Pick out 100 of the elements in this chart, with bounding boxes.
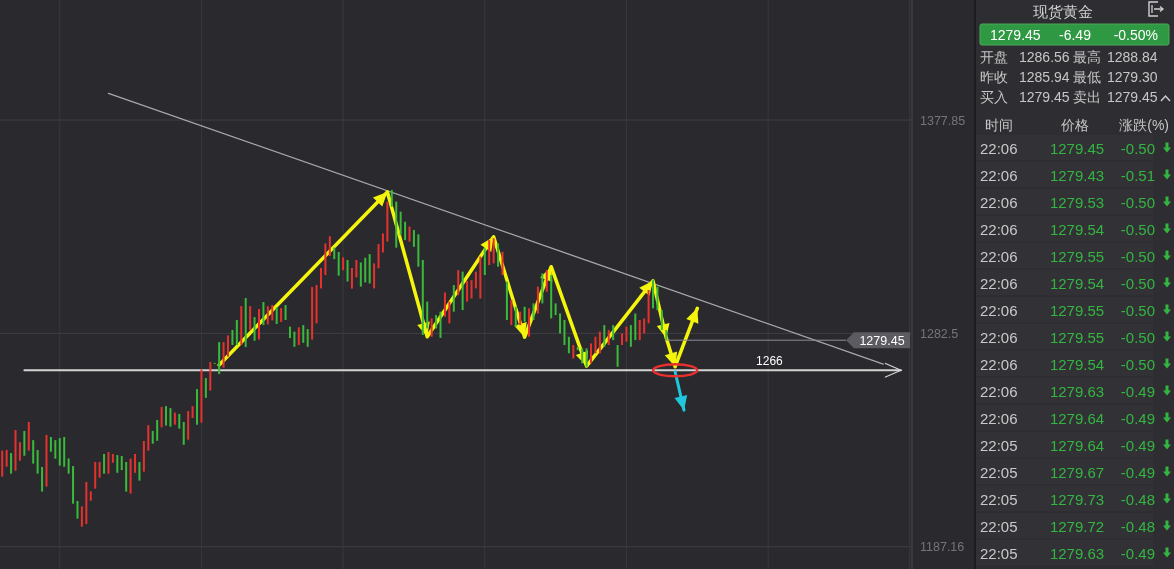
bar	[165, 406, 168, 426]
bar	[634, 313, 637, 341]
bar	[173, 412, 176, 425]
bar	[377, 244, 380, 269]
bar	[408, 226, 411, 242]
bar	[333, 247, 336, 260]
bar	[240, 306, 243, 345]
bar	[32, 440, 35, 464]
bar	[266, 306, 269, 325]
bar	[603, 325, 606, 347]
bar	[98, 462, 101, 478]
bar	[156, 419, 159, 441]
bar	[169, 408, 172, 427]
table-row: 22:05 1279.67 -0.49	[976, 459, 1155, 484]
bar	[302, 325, 305, 343]
bar	[523, 306, 526, 322]
bar	[567, 336, 570, 354]
bar	[324, 243, 327, 275]
bar	[497, 243, 500, 267]
text: 时间	[985, 117, 1013, 133]
bar	[514, 306, 517, 327]
bar	[151, 430, 154, 444]
bar	[638, 319, 641, 341]
bar	[355, 260, 358, 278]
text: 最高	[1073, 49, 1101, 65]
bar	[227, 335, 229, 357]
bar	[134, 453, 137, 473]
bar	[510, 300, 513, 326]
text: 1279.45	[990, 27, 1041, 43]
bar	[483, 248, 486, 275]
table-row: 22:05 1279.72 -0.48	[976, 513, 1155, 538]
table-row: 22:06 1279.63 -0.49	[976, 378, 1155, 403]
bar	[373, 263, 376, 289]
text: 最低	[1073, 69, 1101, 85]
price-tag: 1279.45	[846, 332, 910, 349]
bar	[457, 270, 460, 296]
bar	[435, 315, 438, 329]
bar	[563, 319, 566, 346]
bar	[616, 345, 619, 367]
table-row: 22:06 1279.54 -0.50	[976, 351, 1155, 376]
bar	[346, 260, 349, 282]
bar	[49, 436, 52, 452]
text: 1288.84	[1107, 49, 1158, 65]
bar	[187, 411, 190, 440]
bar	[182, 422, 185, 445]
bar	[142, 441, 145, 472]
bar	[120, 456, 123, 471]
bar	[519, 311, 522, 326]
bar	[554, 303, 557, 316]
bar	[625, 326, 628, 342]
bar	[58, 438, 61, 466]
bar	[27, 422, 30, 451]
bar	[103, 453, 106, 474]
text: -6.49	[1059, 27, 1092, 43]
bar	[116, 455, 119, 473]
bar	[532, 303, 535, 320]
bar	[271, 304, 274, 321]
bar	[550, 274, 553, 319]
bar	[381, 233, 384, 253]
bar	[222, 342, 225, 368]
bar	[319, 268, 322, 289]
table-row: 22:05 1279.63 -0.49	[976, 540, 1155, 565]
bar	[249, 306, 252, 331]
text: 昨收	[980, 69, 1008, 85]
table-row: 22:05 1279.64 -0.49	[976, 432, 1155, 457]
bar	[505, 281, 508, 320]
bar	[594, 336, 597, 354]
bar	[612, 325, 615, 341]
bar	[430, 318, 433, 337]
text: 涨跌(%)	[1119, 117, 1169, 133]
bar	[262, 302, 265, 326]
table-row: 22:06 1279.55 -0.50	[976, 243, 1155, 268]
bar	[359, 262, 362, 287]
bar	[395, 201, 398, 248]
bar	[280, 308, 283, 322]
text: 卖出	[1073, 89, 1101, 105]
bar	[160, 407, 163, 428]
bar	[488, 240, 491, 266]
text: 1285.94	[1019, 69, 1070, 85]
bar	[89, 491, 92, 501]
bar	[45, 434, 48, 487]
bar	[461, 271, 464, 311]
bar	[63, 436, 66, 467]
bar	[417, 234, 420, 267]
bar	[315, 285, 318, 324]
table-row: 22:06 1279.55 -0.50	[976, 297, 1155, 322]
bar	[76, 500, 79, 519]
bar	[293, 331, 296, 347]
text: 开盘	[980, 49, 1008, 65]
bar	[5, 449, 8, 467]
bar	[665, 330, 668, 341]
y-tick-label: 1377.85	[920, 113, 966, 128]
table-row: 22:06 1279.55 -0.50	[976, 324, 1155, 349]
bar	[585, 348, 588, 367]
text: 1279.45	[1107, 89, 1158, 105]
bar	[368, 254, 371, 284]
bar	[235, 319, 238, 346]
table-row: 22:06 1279.54 -0.50	[976, 270, 1155, 295]
bar	[218, 342, 221, 375]
bar	[231, 330, 234, 346]
